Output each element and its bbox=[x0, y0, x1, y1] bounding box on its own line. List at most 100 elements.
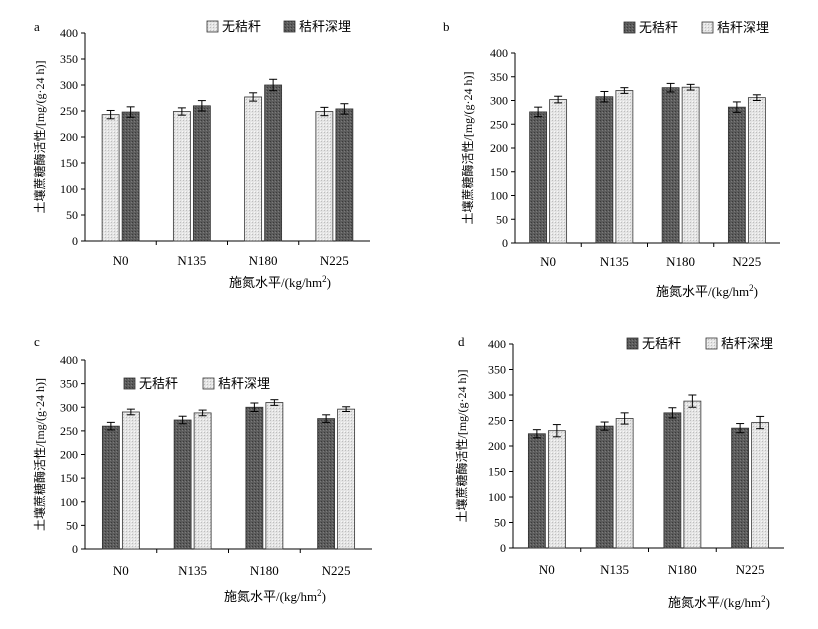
chart-panel-d: d 0 50 100 150 200 250 300 350 400 土壤蔗糖酶活性/[mg/(g·… bbox=[454, 334, 784, 610]
y-tick-label: 50 bbox=[66, 518, 78, 532]
legend-swatch bbox=[123, 377, 136, 390]
y-tick-label: 50 bbox=[496, 212, 508, 226]
bar-dark bbox=[661, 87, 680, 244]
y-tick-label: 200 bbox=[490, 141, 508, 155]
x-tick-label: N225 bbox=[320, 253, 349, 268]
x-tick-label: N225 bbox=[736, 562, 765, 577]
x-tick-label: N135 bbox=[600, 254, 629, 269]
chart-panel-b: b 0 50 100 150 200 250 300 350 400 土壤蔗糖酶活性/[mg/(g·… bbox=[443, 19, 780, 299]
y-tick-label: 350 bbox=[490, 70, 508, 84]
x-axis-title: 施氮水平/(kg/hm2) bbox=[668, 594, 770, 610]
bar-dark bbox=[101, 425, 120, 550]
y-axis-title: 土壤蔗糖酶活性/[mg/(g·24 h)] bbox=[460, 72, 475, 225]
y-tick-label: 150 bbox=[488, 465, 506, 479]
legend-swatch bbox=[206, 20, 219, 33]
y-tick-label: 0 bbox=[72, 542, 78, 556]
y-tick-label: 150 bbox=[490, 165, 508, 179]
bar-dark bbox=[317, 418, 336, 550]
y-tick-label: 200 bbox=[488, 439, 506, 453]
x-tick-label: N225 bbox=[322, 563, 351, 578]
panel-label: c bbox=[34, 334, 40, 349]
bar-light bbox=[615, 90, 634, 244]
y-tick-label: 200 bbox=[60, 130, 78, 144]
y-tick-label: 350 bbox=[488, 363, 506, 377]
bar-dark bbox=[663, 412, 682, 549]
legend-label: 无秸秆 bbox=[639, 20, 678, 35]
chart-panel-a: a 0 50 100 150 200 250 300 350 400 土壤蔗糖酶活性/[mg/(g·… bbox=[32, 19, 370, 290]
y-tick-label: 0 bbox=[502, 236, 508, 250]
x-tick-label: N135 bbox=[178, 563, 207, 578]
bar-dark bbox=[727, 106, 746, 244]
bar-light bbox=[265, 402, 284, 550]
bar-dark bbox=[335, 108, 354, 242]
x-axis-title: 施氮水平/(kg/hm2) bbox=[224, 588, 326, 604]
y-axis-title: 土壤蔗糖酶活性/[mg/(g·24 h)] bbox=[454, 370, 469, 523]
bar-light bbox=[337, 408, 356, 550]
legend-label: 秸秆深埋 bbox=[717, 20, 769, 35]
bar-light bbox=[747, 97, 766, 244]
bar-dark bbox=[527, 433, 546, 549]
y-tick-label: 300 bbox=[60, 400, 78, 414]
bar-light bbox=[172, 111, 191, 242]
bar-light bbox=[683, 400, 702, 549]
x-tick-label: N180 bbox=[249, 253, 278, 268]
bar-dark bbox=[173, 419, 192, 550]
x-tick-label: N0 bbox=[113, 563, 129, 578]
bar-dark bbox=[731, 427, 750, 549]
panel-label: a bbox=[34, 19, 40, 34]
bar-dark bbox=[264, 84, 283, 242]
bar-light bbox=[101, 114, 120, 242]
legend-label: 秸秆深埋 bbox=[218, 376, 270, 391]
legend-swatch bbox=[283, 20, 296, 33]
x-tick-label: N180 bbox=[668, 562, 697, 577]
bar-light bbox=[547, 430, 566, 549]
y-tick-label: 350 bbox=[60, 52, 78, 66]
legend-label: 秸秆深埋 bbox=[299, 19, 351, 34]
y-tick-label: 400 bbox=[60, 353, 78, 367]
bar-dark bbox=[121, 111, 140, 242]
bar-dark bbox=[529, 111, 548, 244]
bar-light bbox=[751, 422, 770, 549]
x-axis-title: 施氮水平/(kg/hm2) bbox=[656, 283, 758, 299]
y-tick-label: 150 bbox=[60, 471, 78, 485]
bar-dark bbox=[595, 96, 614, 244]
y-tick-label: 350 bbox=[60, 377, 78, 391]
x-tick-label: N0 bbox=[113, 253, 129, 268]
x-tick-label: N0 bbox=[540, 254, 556, 269]
bar-light bbox=[193, 412, 212, 550]
y-tick-label: 100 bbox=[60, 182, 78, 196]
y-tick-label: 400 bbox=[490, 46, 508, 60]
x-tick-label: N225 bbox=[732, 254, 761, 269]
legend-swatch bbox=[705, 337, 718, 350]
y-tick-label: 300 bbox=[490, 94, 508, 108]
y-axis-title: 土壤蔗糖酶活性/[mg/(g·24 h)] bbox=[32, 61, 47, 214]
legend-label: 无秸秆 bbox=[139, 376, 178, 391]
y-tick-label: 400 bbox=[488, 337, 506, 351]
y-tick-label: 300 bbox=[488, 388, 506, 402]
bar-light bbox=[681, 86, 700, 244]
y-tick-label: 150 bbox=[60, 156, 78, 170]
y-tick-label: 0 bbox=[500, 541, 506, 555]
y-tick-label: 250 bbox=[488, 414, 506, 428]
bar-dark bbox=[245, 406, 264, 550]
y-tick-label: 100 bbox=[60, 495, 78, 509]
x-axis-title: 施氮水平/(kg/hm2) bbox=[229, 274, 331, 290]
legend-label: 无秸秆 bbox=[222, 19, 261, 34]
bar-light bbox=[121, 411, 140, 550]
y-tick-label: 200 bbox=[60, 448, 78, 462]
bar-light bbox=[615, 418, 634, 549]
chart-panel-c: c 0 50 100 150 200 250 300 350 400 土壤蔗糖酶活性/[mg/(g·… bbox=[32, 334, 372, 604]
y-tick-label: 0 bbox=[72, 234, 78, 248]
bar-light bbox=[244, 96, 263, 242]
panel-label: b bbox=[443, 19, 450, 34]
bar-dark bbox=[595, 425, 614, 549]
legend-swatch bbox=[623, 21, 636, 34]
legend-swatch bbox=[202, 377, 215, 390]
legend-swatch bbox=[701, 21, 714, 34]
bar-light bbox=[549, 99, 568, 244]
bar-light bbox=[315, 111, 334, 242]
legend-label: 秸秆深埋 bbox=[721, 336, 773, 351]
y-tick-label: 300 bbox=[60, 78, 78, 92]
